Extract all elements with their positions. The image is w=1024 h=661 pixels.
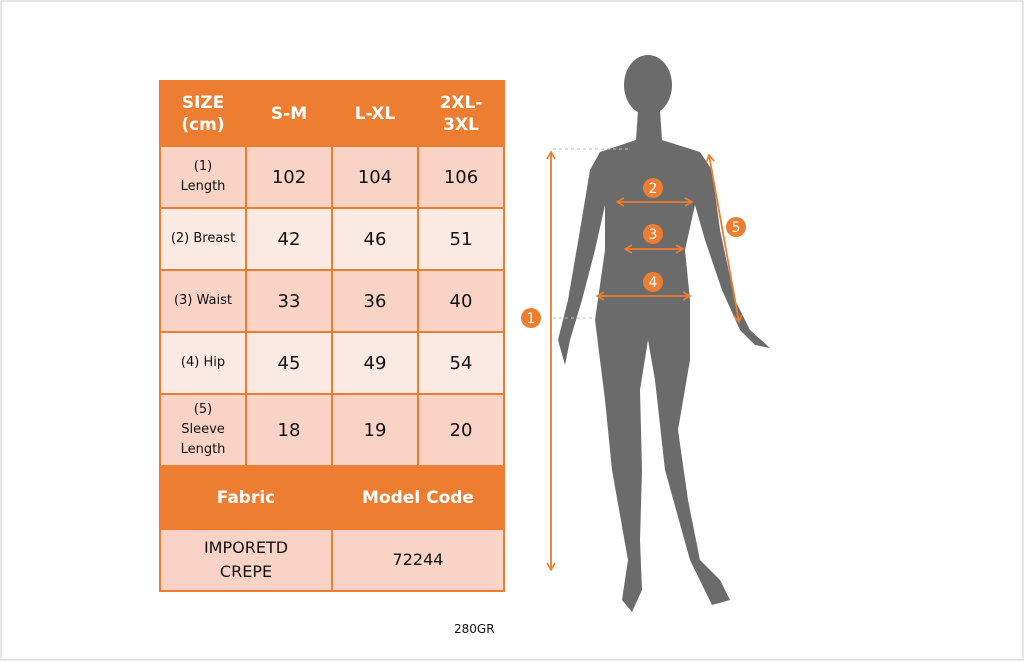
row-label: (4) Hip bbox=[159, 331, 247, 395]
footer-row: IMPORETD CREPE 72244 bbox=[159, 528, 505, 592]
header-row: SIZE (cm) S-M L-XL 2XL-3XL bbox=[159, 80, 505, 147]
table-row: (5) Sleeve Length 18 19 20 bbox=[159, 393, 505, 467]
marker-circles bbox=[521, 178, 746, 328]
header-size: SIZE (cm) bbox=[159, 80, 247, 147]
cell: 54 bbox=[417, 331, 505, 395]
silhouette-figure bbox=[558, 55, 770, 612]
row-label: (5) Sleeve Length bbox=[159, 393, 247, 467]
marker-5 bbox=[726, 217, 746, 237]
marker-2-label: 2 bbox=[649, 181, 658, 197]
cell: 42 bbox=[245, 207, 333, 271]
marker-2 bbox=[643, 178, 663, 198]
marker-4-label: 4 bbox=[649, 275, 658, 291]
cell: 102 bbox=[245, 145, 333, 209]
table-row: (1) Length 102 104 106 bbox=[159, 145, 505, 209]
header-fabric: Fabric bbox=[159, 465, 333, 530]
header-2xl-3xl: 2XL-3XL bbox=[417, 80, 505, 147]
header-model-code: Model Code bbox=[331, 465, 505, 530]
cell: 20 bbox=[417, 393, 505, 467]
row-label: (1) Length bbox=[159, 145, 247, 209]
marker-1 bbox=[521, 308, 541, 328]
marker-5-label: 5 bbox=[732, 220, 741, 236]
header-l-xl: L-XL bbox=[331, 80, 419, 147]
cell: 33 bbox=[245, 269, 333, 333]
cell: 40 bbox=[417, 269, 505, 333]
table-row: (2) Breast 42 46 51 bbox=[159, 207, 505, 271]
sleeve-arrow bbox=[705, 153, 743, 324]
cell: 106 bbox=[417, 145, 505, 209]
cell: 51 bbox=[417, 207, 505, 271]
cell: 104 bbox=[331, 145, 419, 209]
weight-label: 280GR bbox=[454, 622, 495, 636]
fabric-value: IMPORETD CREPE bbox=[159, 528, 333, 592]
row-label: (2) Breast bbox=[159, 207, 247, 271]
table-row: (4) Hip 45 49 54 bbox=[159, 331, 505, 395]
footer-header-row: Fabric Model Code bbox=[159, 465, 505, 530]
marker-3-label: 3 bbox=[649, 227, 658, 243]
cell: 49 bbox=[331, 331, 419, 395]
cell: 36 bbox=[331, 269, 419, 333]
header-s-m: S-M bbox=[245, 80, 333, 147]
marker-3 bbox=[643, 224, 663, 244]
cell: 19 bbox=[331, 393, 419, 467]
cell: 46 bbox=[331, 207, 419, 271]
model-code-value: 72244 bbox=[331, 528, 505, 592]
table-row: (3) Waist 33 36 40 bbox=[159, 269, 505, 333]
size-chart-table: SIZE (cm) S-M L-XL 2XL-3XL (1) Length 10… bbox=[159, 80, 505, 592]
row-label: (3) Waist bbox=[159, 269, 247, 333]
cell: 18 bbox=[245, 393, 333, 467]
marker-1-label: 1 bbox=[527, 311, 536, 327]
marker-4 bbox=[643, 272, 663, 292]
cell: 45 bbox=[245, 331, 333, 395]
